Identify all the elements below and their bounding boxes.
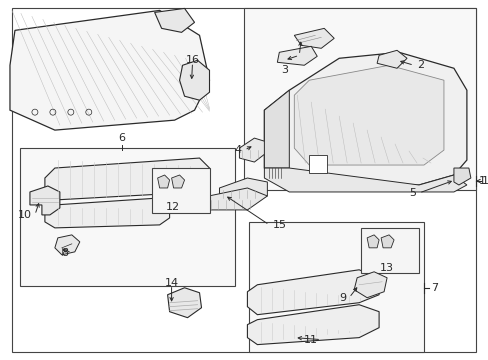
Polygon shape xyxy=(453,168,470,185)
Polygon shape xyxy=(45,198,169,228)
Polygon shape xyxy=(294,28,333,48)
Polygon shape xyxy=(353,272,386,298)
Polygon shape xyxy=(264,52,466,185)
Text: 13: 13 xyxy=(379,263,393,273)
Text: 2: 2 xyxy=(416,60,423,70)
Bar xyxy=(249,222,423,352)
Bar xyxy=(361,228,418,273)
Polygon shape xyxy=(277,46,317,65)
Bar xyxy=(308,155,326,173)
Polygon shape xyxy=(157,175,169,188)
Polygon shape xyxy=(167,288,201,318)
Text: 8: 8 xyxy=(61,248,69,258)
Bar xyxy=(151,168,209,213)
Text: 5: 5 xyxy=(408,188,415,198)
Text: 16: 16 xyxy=(185,55,199,65)
Text: 12: 12 xyxy=(165,202,179,212)
Polygon shape xyxy=(171,175,184,188)
Polygon shape xyxy=(264,168,466,192)
Text: 14: 14 xyxy=(164,278,178,288)
Polygon shape xyxy=(294,65,443,165)
Polygon shape xyxy=(376,50,406,68)
Polygon shape xyxy=(154,8,194,32)
Polygon shape xyxy=(239,138,267,162)
Polygon shape xyxy=(247,305,378,345)
Polygon shape xyxy=(45,158,209,200)
Text: 1: 1 xyxy=(481,176,488,186)
Polygon shape xyxy=(247,270,378,315)
Text: 7: 7 xyxy=(430,283,437,293)
Polygon shape xyxy=(219,178,267,202)
Polygon shape xyxy=(264,90,289,168)
Polygon shape xyxy=(30,186,60,215)
Polygon shape xyxy=(10,10,209,130)
Text: 10: 10 xyxy=(18,210,32,220)
Polygon shape xyxy=(189,188,267,210)
Text: 3: 3 xyxy=(280,65,287,75)
Text: 11: 11 xyxy=(304,335,318,345)
Text: 4: 4 xyxy=(234,145,241,155)
Text: 9: 9 xyxy=(338,293,346,303)
Bar xyxy=(20,148,235,286)
Text: 1: 1 xyxy=(478,176,485,186)
Bar xyxy=(244,8,475,190)
Text: 15: 15 xyxy=(272,220,286,230)
Polygon shape xyxy=(179,60,209,100)
Polygon shape xyxy=(366,235,378,248)
Polygon shape xyxy=(55,235,80,255)
Text: 6: 6 xyxy=(118,133,125,143)
Polygon shape xyxy=(380,235,393,248)
